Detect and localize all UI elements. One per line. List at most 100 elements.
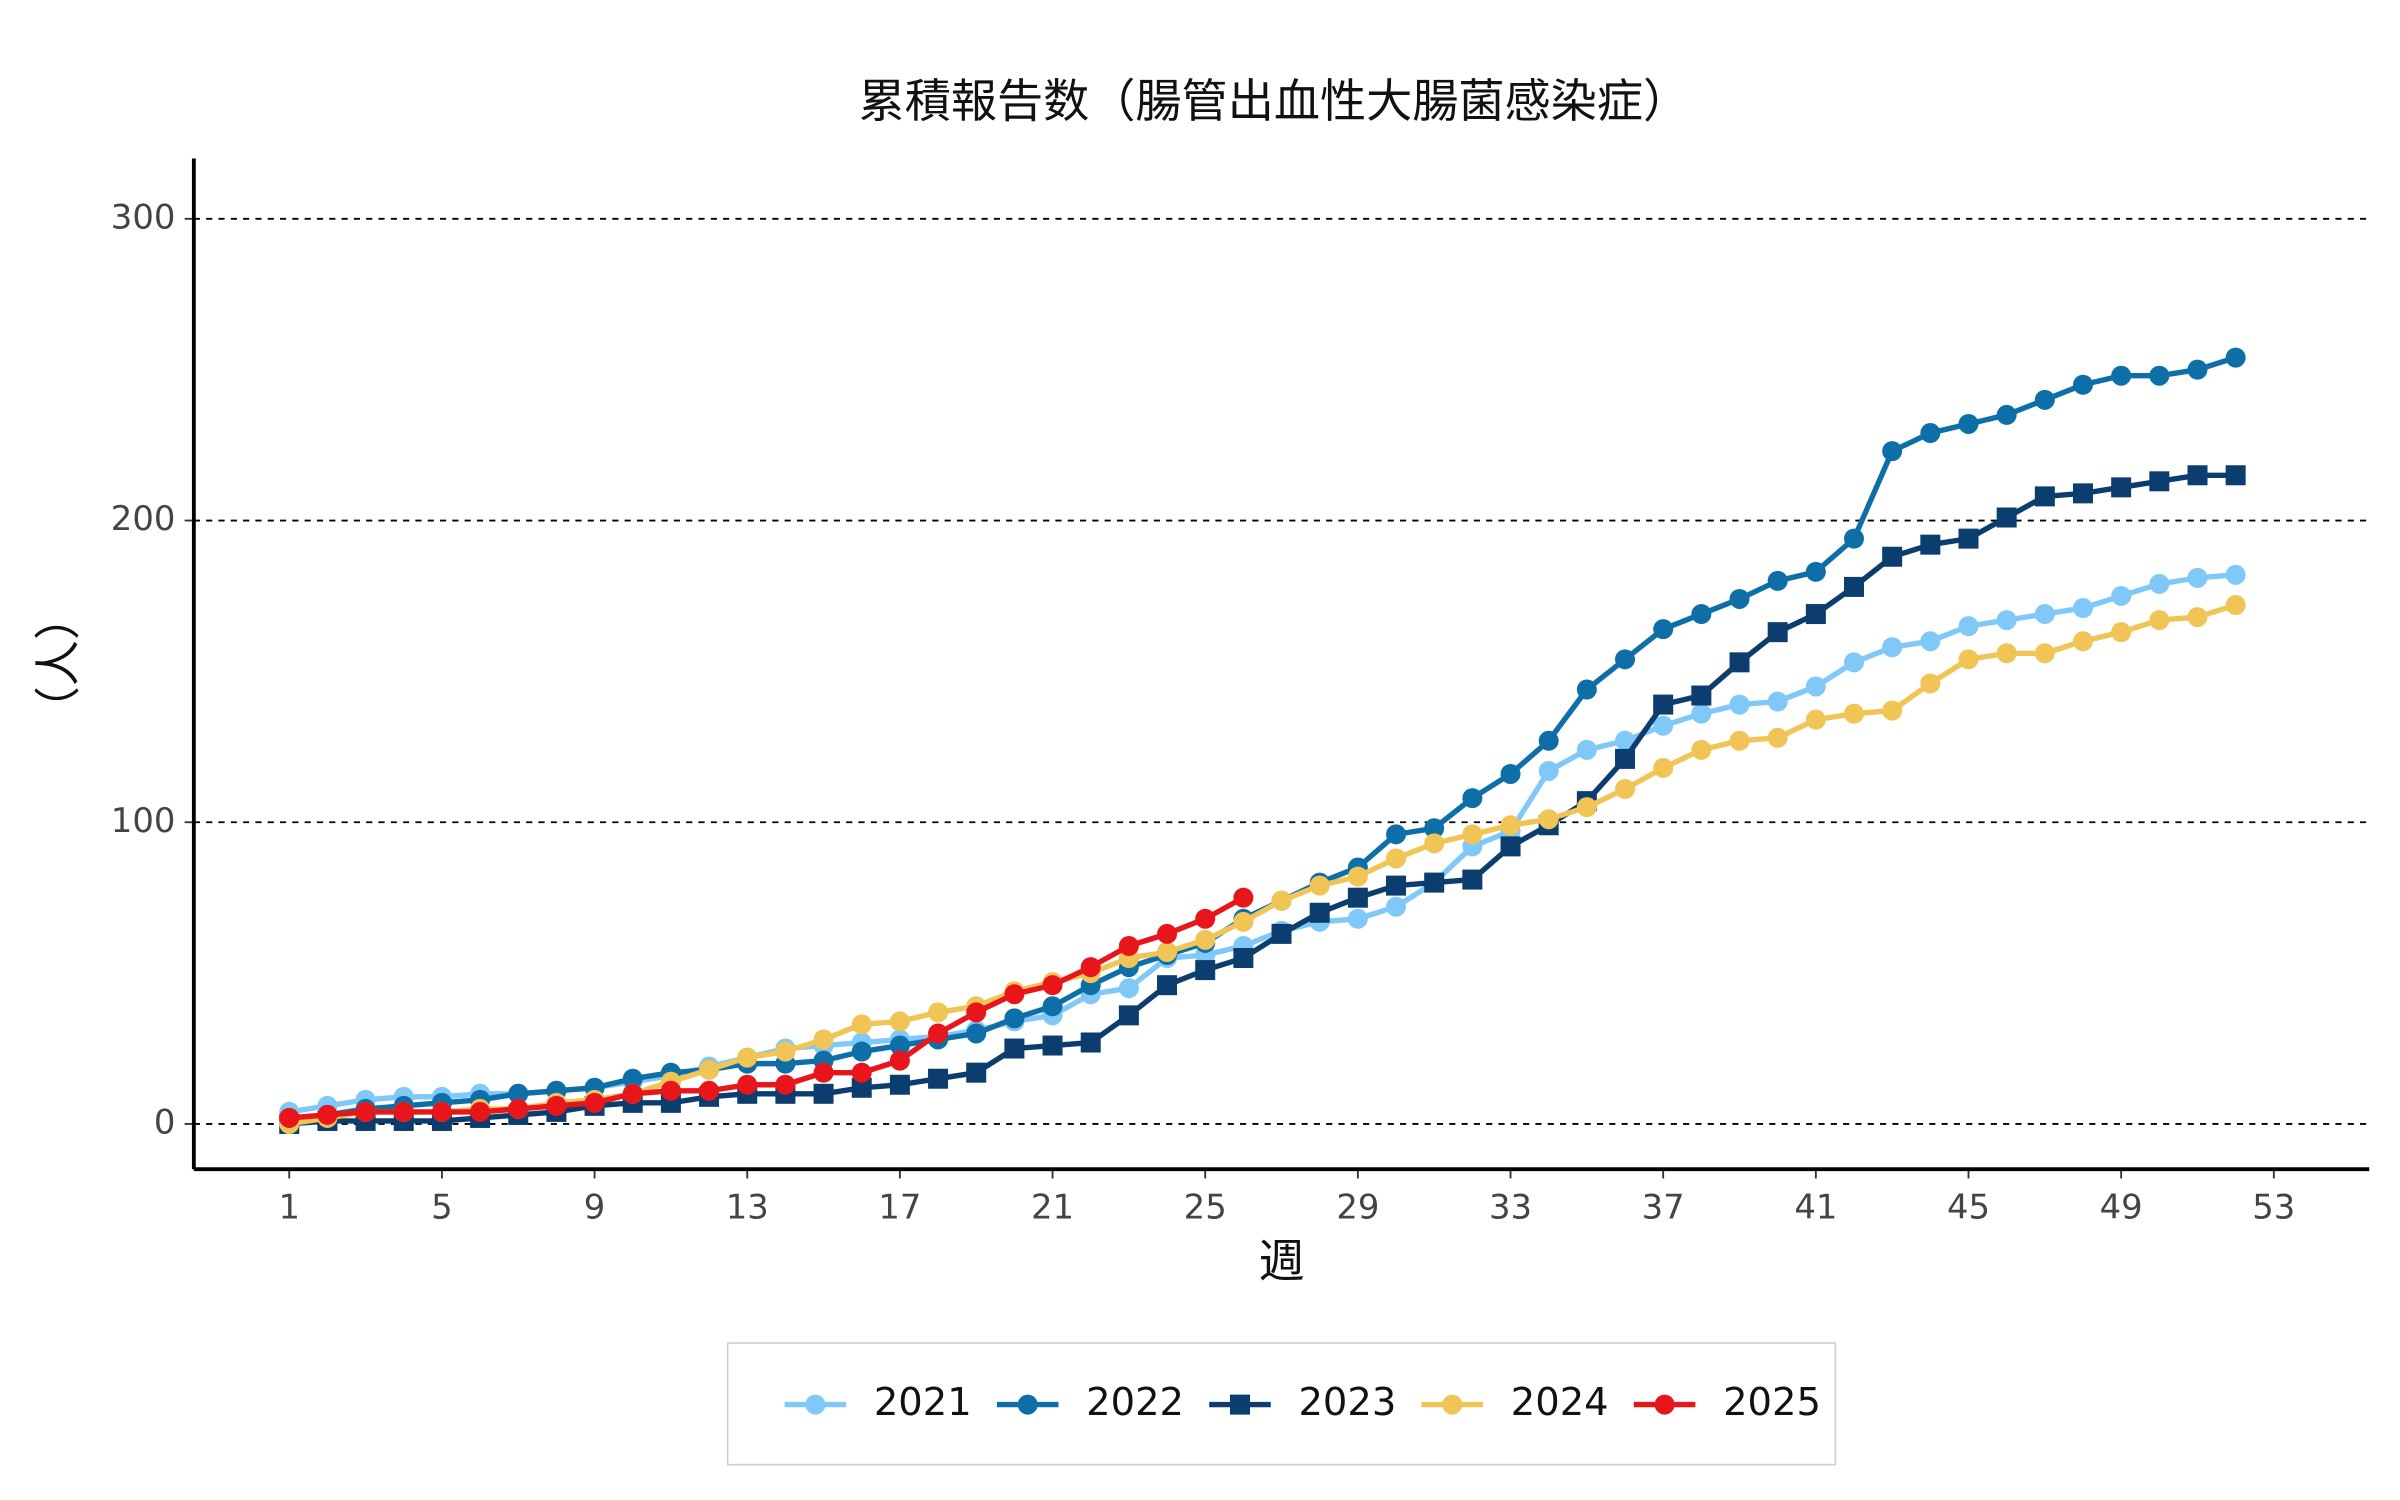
- marker: [1844, 652, 1865, 673]
- marker: [2034, 604, 2055, 625]
- marker: [1424, 818, 1445, 839]
- marker: [2187, 359, 2208, 380]
- marker: [1080, 1032, 1101, 1053]
- marker: [851, 1062, 872, 1083]
- marker: [1805, 604, 1826, 625]
- marker: [1004, 1038, 1025, 1059]
- marker: [1767, 622, 1788, 643]
- legend-label: 2025: [1723, 1380, 1821, 1425]
- marker: [1157, 923, 1178, 944]
- y-tick-label: 300: [111, 197, 176, 236]
- marker: [1996, 610, 2017, 631]
- x-axis-label: 週: [1258, 1234, 1304, 1288]
- marker: [1844, 576, 1865, 597]
- marker: [508, 1083, 529, 1104]
- marker: [1615, 748, 1636, 769]
- marker: [2072, 374, 2093, 395]
- marker: [1538, 809, 1559, 830]
- x-tick-label: 1: [278, 1188, 300, 1227]
- marker: [1729, 694, 1750, 715]
- legend-label: 2022: [1086, 1380, 1184, 1425]
- marker: [2072, 483, 2093, 504]
- x-tick-label: 37: [1642, 1188, 1685, 1227]
- series-line: [289, 355, 2237, 1121]
- marker: [1195, 960, 1216, 981]
- marker: [1920, 534, 1941, 555]
- series-line: [289, 472, 2236, 1127]
- marker: [2225, 465, 2246, 486]
- marker: [813, 1062, 834, 1083]
- marker: [1958, 413, 1979, 434]
- marker: [660, 1080, 681, 1101]
- marker: [1576, 797, 1597, 818]
- marker: [1653, 694, 1674, 715]
- marker: [1882, 441, 1903, 462]
- marker: [1004, 984, 1025, 1005]
- marker: [584, 1092, 605, 1113]
- marker: [2187, 567, 2208, 588]
- marker: [1386, 875, 1407, 896]
- marker: [1996, 643, 2017, 664]
- marker: [1844, 528, 1865, 549]
- marker: [1958, 649, 1979, 670]
- marker: [1805, 561, 1826, 582]
- marker: [1805, 709, 1826, 730]
- legend-label: 2021: [874, 1380, 972, 1425]
- y-tick-label: 100: [111, 801, 176, 840]
- marker: [1347, 866, 1368, 887]
- legend-label: 2023: [1298, 1380, 1396, 1425]
- marker: [1538, 730, 1559, 751]
- marker: [1996, 404, 2017, 425]
- marker: [699, 1080, 720, 1101]
- marker: [2149, 471, 2170, 492]
- marker: [1347, 887, 1368, 908]
- y-tick-label: 0: [154, 1102, 176, 1141]
- marker: [546, 1095, 567, 1116]
- chart-title: 累積報告数（腸管出血性大腸菌感染症）: [859, 74, 1690, 128]
- marker: [1118, 1005, 1139, 1026]
- marker: [1653, 619, 1674, 640]
- marker: [1920, 673, 1941, 694]
- marker: [1576, 739, 1597, 760]
- marker: [889, 1074, 910, 1095]
- marker: [928, 1068, 949, 1089]
- marker: [805, 1394, 826, 1415]
- marker: [470, 1101, 491, 1122]
- x-tick-label: 49: [2100, 1188, 2143, 1227]
- marker: [1424, 833, 1445, 854]
- marker: [1500, 836, 1521, 857]
- marker: [2187, 465, 2208, 486]
- marker: [1958, 616, 1979, 637]
- x-tick-label: 41: [1794, 1188, 1837, 1227]
- marker: [622, 1083, 643, 1104]
- marker: [737, 1047, 758, 1068]
- marker: [1118, 935, 1139, 956]
- x-tick-label: 45: [1947, 1188, 1990, 1227]
- marker: [775, 1074, 796, 1095]
- marker: [1462, 869, 1483, 890]
- marker: [1004, 1008, 1025, 1029]
- marker: [2111, 365, 2132, 386]
- marker: [2225, 564, 2246, 585]
- marker: [1386, 896, 1407, 917]
- marker: [1729, 730, 1750, 751]
- marker: [1996, 507, 2017, 528]
- marker: [1767, 691, 1788, 712]
- marker: [851, 1077, 872, 1098]
- marker: [1538, 760, 1559, 781]
- marker: [1654, 1394, 1675, 1415]
- marker: [1195, 929, 1216, 950]
- marker: [431, 1101, 452, 1122]
- marker: [2034, 486, 2055, 507]
- x-tick-label: 29: [1336, 1188, 1379, 1227]
- x-tick-label: 5: [431, 1188, 453, 1227]
- marker: [1920, 423, 1941, 444]
- marker: [2187, 607, 2208, 628]
- series-line: [289, 895, 1245, 1121]
- marker: [279, 1107, 300, 1128]
- marker: [1500, 763, 1521, 784]
- marker: [737, 1074, 758, 1095]
- marker: [1615, 730, 1636, 751]
